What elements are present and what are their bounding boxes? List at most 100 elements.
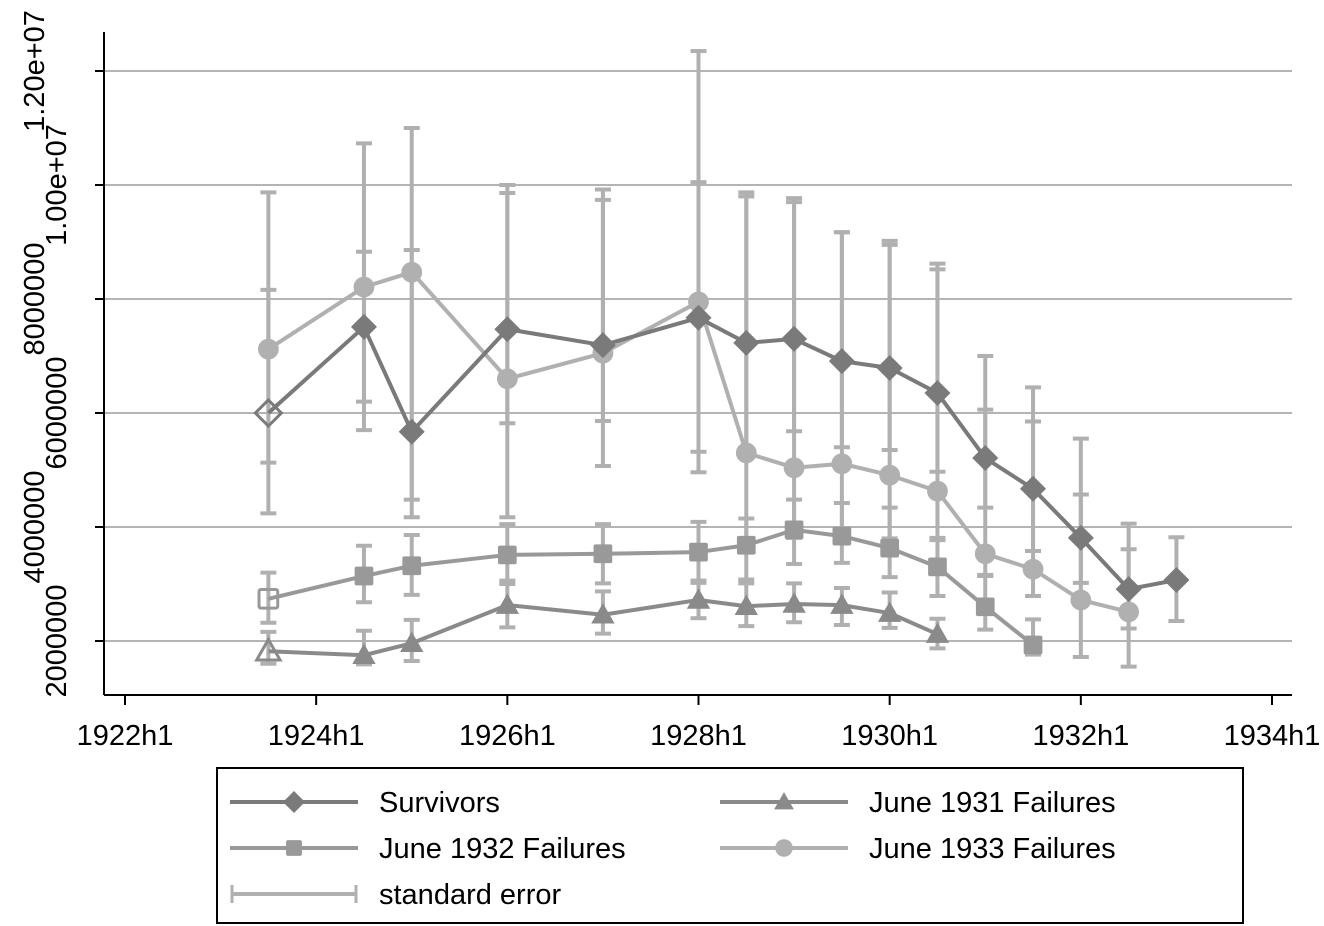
diamond-marker [253,397,284,429]
diamond-marker [876,354,903,381]
circle-marker [775,839,793,857]
square-marker [497,545,517,565]
x-tick-label: 1922h1 [77,720,174,752]
diamond-marker [733,329,760,356]
y-tick-label: 2000000 [41,585,73,698]
standard-error-bar [499,183,516,520]
series-june-1933-failures [257,261,1140,623]
series-line [267,315,1177,592]
triangle-marker [591,603,615,624]
square-marker [257,587,280,610]
square-marker [736,535,756,555]
diamond-marker [1020,475,1047,502]
circle-marker [831,453,853,475]
diamond-marker [685,304,712,331]
circle-marker [353,276,375,298]
square-marker [928,557,947,577]
legend-item-standard-error: standard error [230,879,561,911]
standard-error-bar [738,190,755,552]
x-tick-label: 1926h1 [459,720,556,752]
legend-label: June 1933 Failures [869,833,1116,865]
circle-marker [401,261,423,283]
triangle-marker [782,592,806,613]
square-marker [1023,635,1043,655]
standard-error-bar [594,187,611,469]
triangle-marker [877,601,902,622]
square-marker [354,566,374,586]
legend-item-june-1932-failures: June 1932 Failures [230,833,626,865]
y-tick-label: 1.20e+07 [19,10,51,132]
diamond-marker [589,332,616,359]
legend-box [216,767,1244,924]
legend-label: Survivors [379,787,500,819]
triangle-marker [774,792,794,810]
triangle-marker [400,631,424,653]
series-june-1932-failures [257,520,1043,655]
diamond-marker [398,418,425,445]
x-tick-label: 1934h1 [1224,720,1321,752]
square-marker [975,597,995,617]
series-june-1931-failures [254,588,950,665]
diamond-marker [828,348,855,375]
triangle-marker [686,588,711,609]
circle-marker [257,338,279,360]
circle-marker [496,368,518,390]
diamond-marker [1115,576,1142,603]
circle-marker [688,291,709,313]
x-tick-label: 1928h1 [650,720,747,752]
y-tick-label: 8000000 [19,243,51,356]
circle-marker [879,464,901,486]
circle-marker [783,457,805,479]
square-marker [593,544,613,564]
error-bars [260,49,1185,669]
triangle-marker [495,593,520,614]
circle-marker [735,442,757,464]
standard-error-bar [403,126,420,520]
square-marker [689,542,708,562]
circle-marker [1070,589,1092,611]
y-tick-label: 4000000 [19,471,51,584]
diamond-marker [1163,567,1190,594]
legend-label: June 1932 Failures [379,833,626,865]
standard-error-bar [881,238,898,541]
triangle-marker [352,643,376,665]
diamond-marker [283,791,305,813]
standard-error-bar [690,49,707,475]
square-marker [880,538,900,558]
legend-label: standard error [379,879,561,911]
circle-marker [1118,601,1140,623]
standard-error-bar [833,230,850,540]
triangle-marker [830,593,854,614]
diamond-marker [972,445,999,472]
standard-error-bar [786,196,803,540]
legend-item-june-1933-failures: June 1933 Failures [720,833,1116,865]
y-tick-label: 1.00e+07 [41,124,73,246]
data-series [253,261,1190,665]
legend-item-june-1931-failures: June 1931 Failures [720,787,1116,819]
legend-label: June 1931 Failures [869,787,1116,819]
square-marker [286,840,302,856]
series-survivors [253,304,1190,603]
square-marker [784,520,804,540]
triangle-marker [925,622,950,643]
diamond-marker [781,325,808,352]
square-marker [832,526,852,546]
diamond-marker [924,380,951,407]
x-tick-label: 1930h1 [841,720,938,752]
x-tick-label: 1932h1 [1032,720,1129,752]
triangle-marker [254,636,283,662]
circle-marker [974,543,996,565]
y-tick-label: 6000000 [41,357,73,470]
square-marker [402,556,422,576]
diamond-marker [350,313,377,340]
triangle-marker [734,594,758,616]
circle-marker [927,480,948,502]
x-tick-label: 1924h1 [268,720,365,752]
legend: Survivors June 1931 Failures June 1932 Fai… [216,767,1244,924]
axes: 20000004000000600000080000001.00e+071.20… [19,10,1320,752]
diamond-marker [494,316,521,343]
circle-marker [1022,558,1044,580]
legend-item-survivors: Survivors [230,787,500,819]
diamond-marker [1067,524,1094,551]
